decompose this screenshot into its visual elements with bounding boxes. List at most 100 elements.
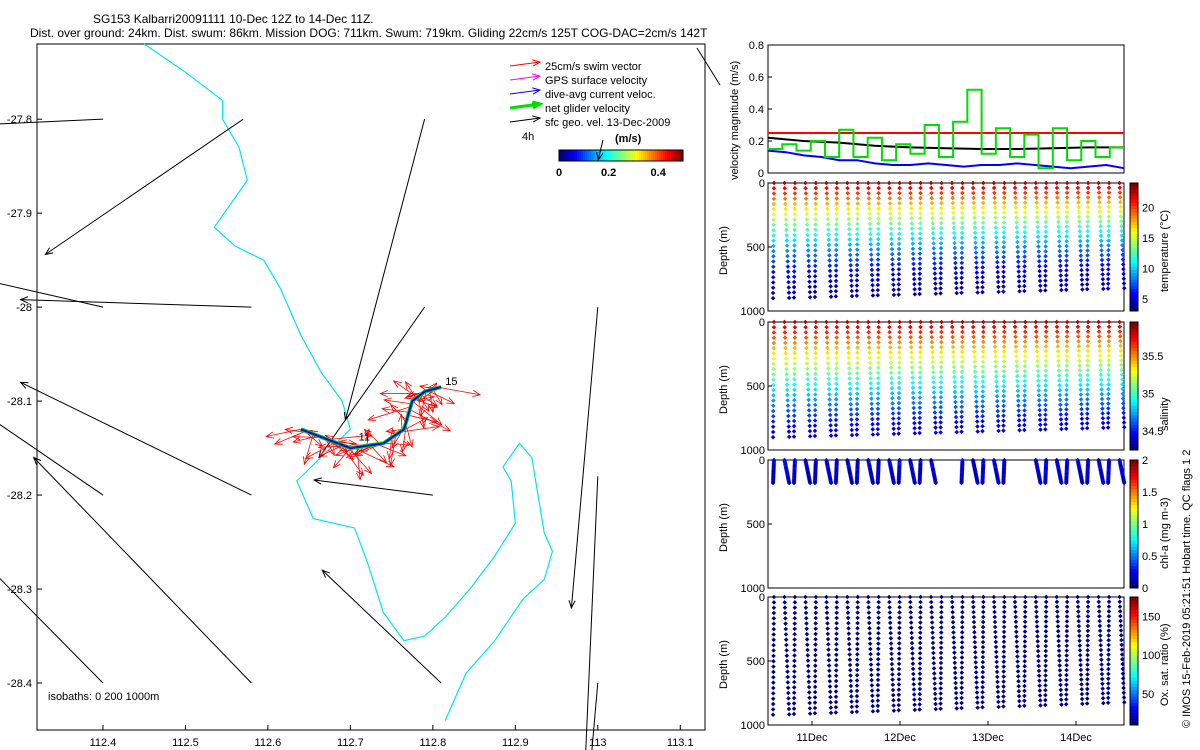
- depth-colorbar-cell: [1130, 244, 1138, 248]
- colorbar-tick-label: 0: [556, 167, 562, 179]
- depth-colorbar-cell: [1130, 623, 1138, 627]
- colorbar-cell: [613, 150, 615, 161]
- depth-colorbar-cell: [1130, 228, 1138, 232]
- depth-colorbar-cell: [1130, 351, 1138, 355]
- depth-colorbar-cell: [1130, 392, 1138, 396]
- depth-colorbar-cell: [1130, 301, 1138, 305]
- depth-colorbar-cell: [1130, 629, 1138, 633]
- depth-colorbar-cell: [1130, 431, 1138, 435]
- depth-colorbar-cell: [1130, 466, 1138, 470]
- depth-colorbar-cell: [1130, 212, 1138, 216]
- date-tick-label: 14Dec: [1060, 732, 1092, 744]
- depth-colorbar-cell: [1130, 712, 1138, 716]
- colorbar-cell: [583, 150, 585, 161]
- depth-colorbar-cell: [1130, 215, 1138, 219]
- depth-colorbar-cell: [1130, 370, 1138, 374]
- colorbar-cell: [585, 150, 587, 161]
- depth-colorbar-cell: [1130, 651, 1138, 655]
- depth-colorbar-cell: [1130, 664, 1138, 668]
- depth-colorbar-cell: [1130, 495, 1138, 499]
- depth-colorbar-cell: [1130, 234, 1138, 238]
- copyright-note: © IMOS 15-Feb-2019 05:21:51 Hobart time.…: [1181, 450, 1193, 728]
- depth-y-tick-label: 0: [759, 178, 765, 190]
- map-x-tick-label: 112.5: [172, 737, 199, 749]
- depth-colorbar-cell: [1130, 273, 1138, 277]
- depth-colorbar-cell: [1130, 645, 1138, 649]
- colorbar-cell: [589, 150, 591, 161]
- colorbar-cell: [639, 150, 641, 161]
- depth-colorbar-cell: [1130, 357, 1138, 361]
- depth-colorbar-cell: [1130, 709, 1138, 713]
- depth-colorbar-cell: [1130, 367, 1138, 371]
- depth-colorbar-cell: [1130, 677, 1138, 681]
- map-y-tick-label: -27.8: [7, 114, 32, 126]
- map-y-tick-label: -28: [16, 302, 32, 314]
- depth-colorbar-cell: [1130, 600, 1138, 604]
- colorbar-title: (m/s): [615, 133, 642, 145]
- depth-colorbar-cell: [1130, 687, 1138, 691]
- colorbar-cell: [625, 150, 627, 161]
- colorbar-cell: [661, 150, 663, 161]
- depth-colorbar-cell: [1130, 550, 1138, 554]
- date-tick-label: 13Dec: [972, 732, 1004, 744]
- depth-colorbar-cell: [1130, 569, 1138, 573]
- colorbar-cell: [607, 150, 609, 161]
- depth-y-tick-label: 0: [759, 317, 765, 329]
- depth-colorbar-cell: [1130, 434, 1138, 438]
- colorbar-cell: [667, 150, 669, 161]
- depth-colorbar-cell: [1130, 699, 1138, 703]
- depth-colorbar-cell: [1130, 502, 1138, 506]
- depth-colorbar-cell: [1130, 341, 1138, 345]
- depth-colorbar-cell: [1130, 715, 1138, 719]
- depth-colorbar-cell: [1130, 486, 1138, 490]
- colorbar-cell: [577, 150, 579, 161]
- depth-colorbar-cell: [1130, 540, 1138, 544]
- legend-label: dive-avg current veloc.: [545, 89, 656, 101]
- colorbar-cell: [679, 150, 681, 161]
- depth-colorbar-cell: [1130, 667, 1138, 671]
- depth-colorbar-cell: [1130, 610, 1138, 614]
- depth-colorbar-tick-label: 20: [1142, 202, 1154, 214]
- depth-colorbar-cell: [1130, 696, 1138, 700]
- depth-y-label: Depth (m): [718, 503, 730, 552]
- depth-colorbar-cell: [1130, 674, 1138, 678]
- depth-axes-box: [768, 597, 1124, 725]
- depth-colorbar-cell: [1130, 225, 1138, 229]
- colorbar-cell: [671, 150, 673, 161]
- depth-colorbar-cell: [1130, 559, 1138, 563]
- depth-y-tick-label: 0: [759, 455, 765, 467]
- depth-colorbar-cell: [1130, 298, 1138, 302]
- depth-colorbar-cell: [1130, 556, 1138, 560]
- depth-colorbar-cell: [1130, 428, 1138, 432]
- legend-label: GPS surface velocity: [545, 75, 648, 87]
- depth-colorbar-cell: [1130, 476, 1138, 480]
- velocity-y-tick-label: 0.4: [749, 104, 764, 116]
- colorbar-cell: [611, 150, 613, 161]
- depth-colorbar-cell: [1130, 189, 1138, 193]
- depth-colorbar-cell: [1130, 492, 1138, 496]
- colorbar-tick-label: 0.4: [651, 167, 667, 179]
- depth-colorbar-cell: [1130, 250, 1138, 254]
- depth-colorbar-cell: [1130, 534, 1138, 538]
- depth-colorbar-cell: [1130, 479, 1138, 483]
- depth-colorbar-cell: [1130, 202, 1138, 206]
- depth-colorbar-cell: [1130, 386, 1138, 390]
- depth-colorbar-cell: [1130, 489, 1138, 493]
- depth-y-label: Depth (m): [718, 365, 730, 414]
- depth-colorbar-cell: [1130, 473, 1138, 477]
- depth-colorbar-cell: [1130, 607, 1138, 611]
- depth-colorbar-cell: [1130, 218, 1138, 222]
- depth-colorbar-cell: [1130, 344, 1138, 348]
- depth-colorbar-cell: [1130, 328, 1138, 332]
- colorbar-cell: [581, 150, 583, 161]
- map-y-tick-label: -28.2: [7, 490, 32, 502]
- colorbar-cell: [621, 150, 623, 161]
- depth-colorbar-cell: [1130, 521, 1138, 525]
- depth-y-tick-label: 0: [759, 592, 765, 604]
- depth-colorbar-cell: [1130, 335, 1138, 339]
- colorbar-cell: [575, 150, 577, 161]
- depth-colorbar-cell: [1130, 648, 1138, 652]
- depth-colorbar-cell: [1130, 305, 1138, 309]
- colorbar-cell: [637, 150, 639, 161]
